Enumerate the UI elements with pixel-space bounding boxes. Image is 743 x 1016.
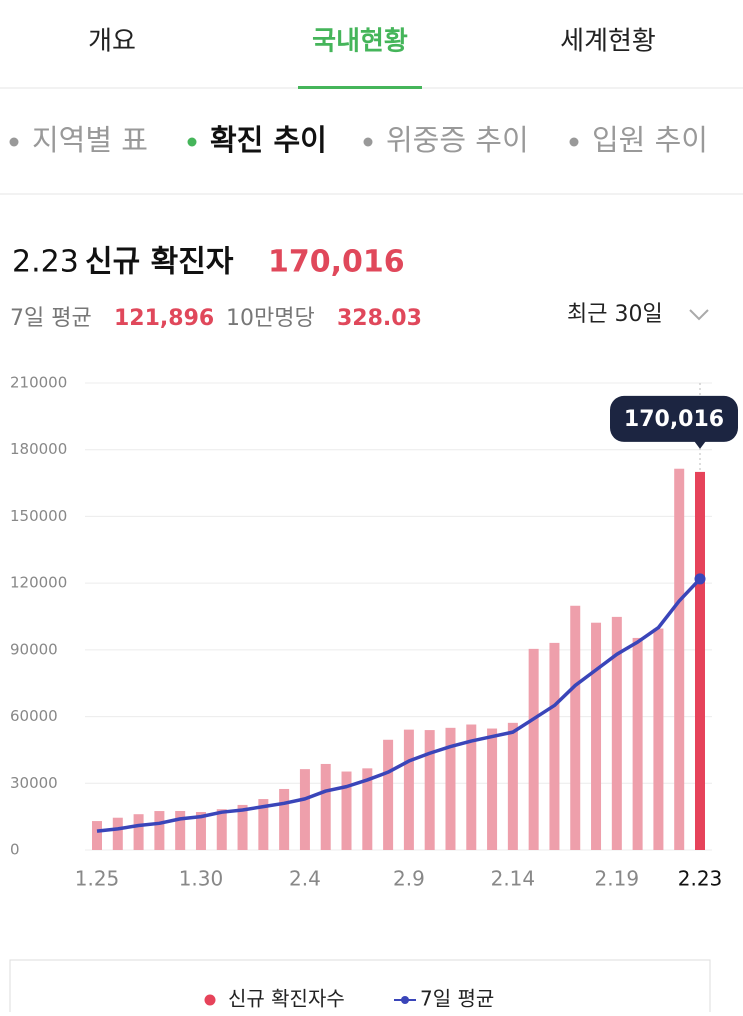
subtab[interactable]: 확진 추이 <box>210 123 327 157</box>
tab[interactable]: 국내현황 <box>312 27 408 57</box>
bar <box>507 722 518 850</box>
range-select[interactable]: 최근 30일 <box>567 302 663 327</box>
bar <box>570 605 581 850</box>
y-tick-label: 60000 <box>10 707 58 725</box>
x-tick-label: 1.25 <box>75 867 120 891</box>
bar <box>383 739 394 850</box>
bar <box>653 628 664 850</box>
header-date: 2.23 <box>12 245 79 280</box>
header-title: 신규 확진자 <box>85 245 234 280</box>
bar <box>92 821 102 850</box>
bar <box>320 763 331 850</box>
avg-point <box>694 573 706 585</box>
bar <box>528 648 539 850</box>
x-tick-label: 2.19 <box>595 867 640 891</box>
y-tick-label: 0 <box>10 841 20 859</box>
bar <box>258 799 269 850</box>
tooltip-pointer <box>694 440 706 449</box>
x-tick-label: 2.9 <box>393 867 425 891</box>
bar <box>175 810 186 850</box>
legend-label: 신규 확진자수 <box>228 987 345 1011</box>
bar <box>299 769 310 850</box>
bar <box>216 809 227 850</box>
y-tick-label: 120000 <box>10 574 67 592</box>
legend-label: 7일 평균 <box>420 987 494 1011</box>
bar <box>279 788 290 850</box>
avg-label: 7일 평균 <box>10 306 92 331</box>
y-tick-label: 90000 <box>10 640 58 658</box>
tooltip-label: 170,016 <box>624 407 724 432</box>
bar <box>445 727 456 850</box>
subtab[interactable]: 지역별 표 <box>32 123 148 157</box>
bullet <box>187 137 197 147</box>
bar <box>466 724 477 850</box>
tooltip <box>610 395 738 442</box>
subtab[interactable]: 위중증 추이 <box>386 123 529 157</box>
legend-box <box>9 959 711 1016</box>
bar <box>549 642 560 850</box>
bar <box>674 468 685 850</box>
legend-marker <box>401 996 409 1004</box>
y-tick-label: 150000 <box>10 507 67 525</box>
bar <box>403 729 414 850</box>
avg-line <box>96 577 702 833</box>
subtab[interactable]: 입원 추이 <box>592 123 708 157</box>
bar <box>237 804 248 850</box>
bar <box>133 814 144 850</box>
bar <box>154 811 165 850</box>
x-tick-label: 2.4 <box>289 867 321 891</box>
per-label: 10만명당 <box>226 306 315 331</box>
header-count: 170,016 <box>268 245 405 280</box>
bar <box>591 622 602 850</box>
bar <box>611 616 622 850</box>
bar <box>632 637 643 850</box>
tab-underline <box>298 86 422 89</box>
bar <box>112 817 123 850</box>
y-tick-label: 180000 <box>10 440 67 458</box>
y-tick-label: 210000 <box>10 374 67 392</box>
x-tick-label: 2.23 <box>678 867 723 891</box>
bar <box>487 728 498 850</box>
tab[interactable]: 세계현황 <box>560 27 656 57</box>
y-tick-label: 30000 <box>10 774 58 792</box>
bar <box>424 730 435 850</box>
tab[interactable]: 개요 <box>88 27 136 57</box>
bar <box>195 812 206 850</box>
dropdown-icon[interactable] <box>689 309 709 321</box>
legend-marker <box>204 994 216 1006</box>
bullet <box>569 137 579 147</box>
bullet <box>9 137 19 147</box>
bullet <box>363 137 373 147</box>
x-tick-label: 1.30 <box>179 867 224 891</box>
avg-value: 121,896 <box>114 306 214 331</box>
per-value: 328.03 <box>337 306 422 331</box>
x-tick-label: 2.14 <box>491 867 536 891</box>
bar <box>362 768 373 850</box>
bar <box>341 771 352 850</box>
bar <box>695 471 705 850</box>
